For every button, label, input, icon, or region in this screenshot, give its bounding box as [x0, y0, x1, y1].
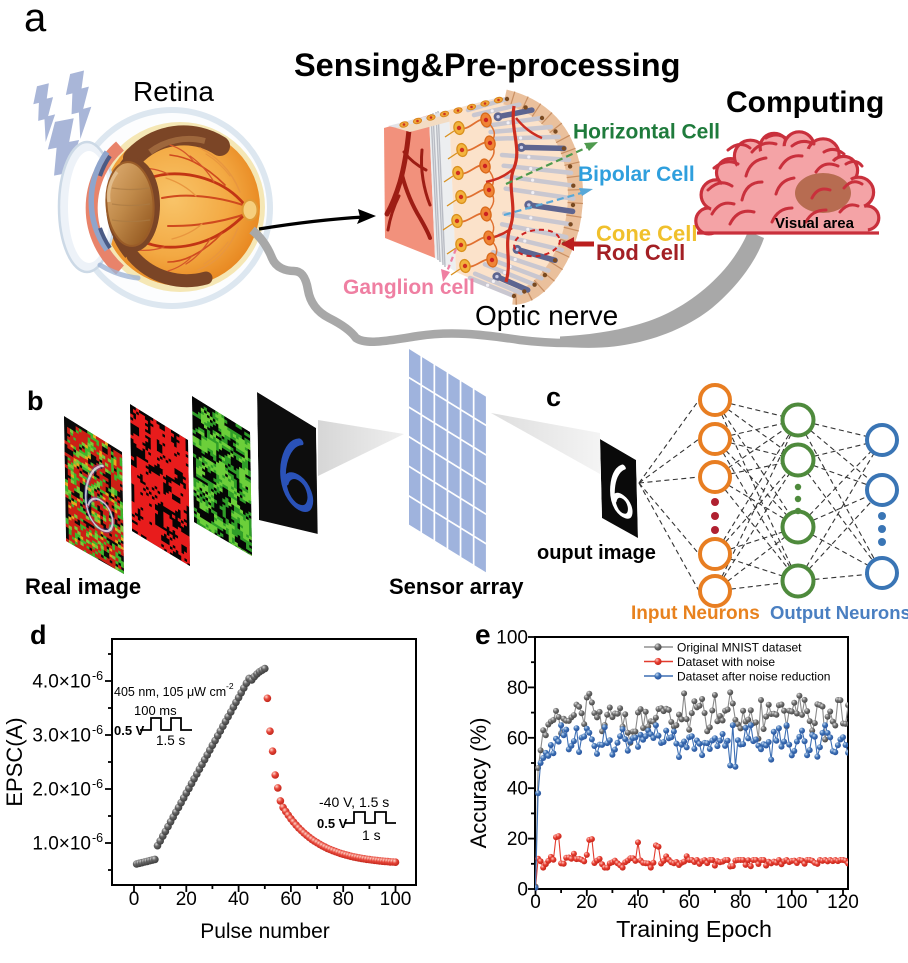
svg-text:80: 80	[730, 892, 751, 913]
svg-text:40: 40	[627, 892, 648, 913]
svg-text:Input Neurons: Input Neurons	[631, 603, 760, 624]
svg-text:40: 40	[228, 889, 249, 910]
svg-text:Retina: Retina	[133, 76, 214, 107]
svg-text:3.0×10: 3.0×10	[32, 726, 91, 747]
svg-text:Optic nerve: Optic nerve	[475, 300, 618, 331]
svg-text:20: 20	[176, 889, 197, 910]
svg-text:Ganglion cell: Ganglion cell	[343, 276, 475, 299]
svg-text:120: 120	[827, 892, 859, 913]
svg-text:Computing: Computing	[726, 86, 884, 119]
svg-text:-2: -2	[226, 681, 234, 691]
svg-text:100: 100	[380, 889, 412, 910]
svg-text:EPSC(A): EPSC(A)	[2, 717, 27, 806]
svg-text:Visual area: Visual area	[775, 215, 855, 232]
svg-text:0.5 V: 0.5 V	[114, 723, 145, 738]
svg-text:60: 60	[507, 728, 528, 749]
svg-text:Pulse number: Pulse number	[200, 920, 330, 943]
svg-text:0: 0	[129, 889, 140, 910]
svg-text:Dataset after noise reduction: Dataset after noise reduction	[677, 670, 830, 684]
svg-text:100 ms: 100 ms	[134, 703, 177, 718]
svg-text:Real image: Real image	[25, 574, 141, 599]
svg-text:-6: -6	[92, 723, 103, 737]
svg-text:100: 100	[776, 892, 808, 913]
svg-text:b: b	[27, 386, 44, 416]
svg-text:Training Epoch: Training Epoch	[616, 916, 772, 942]
svg-text:a: a	[24, 0, 47, 40]
svg-text:Sensing&Pre-processing: Sensing&Pre-processing	[294, 47, 681, 83]
svg-text:1.5 s: 1.5 s	[156, 733, 186, 748]
svg-text:100: 100	[496, 628, 528, 649]
svg-text:60: 60	[679, 892, 700, 913]
svg-text:Output Neurons: Output Neurons	[770, 602, 908, 623]
svg-text:80: 80	[507, 678, 528, 699]
svg-text:Rod Cell: Rod Cell	[596, 240, 685, 265]
svg-text:-6: -6	[92, 669, 103, 683]
svg-text:-40 V, 1.5 s: -40 V, 1.5 s	[319, 794, 389, 810]
svg-text:40: 40	[507, 779, 528, 800]
svg-text:0.5 V: 0.5 V	[317, 816, 348, 831]
svg-text:-6: -6	[92, 831, 103, 845]
svg-text:0: 0	[517, 880, 528, 901]
svg-text:1 s: 1 s	[362, 827, 381, 843]
svg-text:Cone Cell: Cone Cell	[596, 221, 697, 246]
svg-text:20: 20	[576, 892, 597, 913]
svg-text:60: 60	[280, 889, 301, 910]
svg-text:0: 0	[530, 892, 541, 913]
svg-text:Dataset with noise: Dataset with noise	[677, 655, 775, 669]
svg-text:20: 20	[507, 829, 528, 850]
svg-text:-6: -6	[92, 777, 103, 791]
svg-text:Original MNIST dataset: Original MNIST dataset	[677, 641, 802, 655]
svg-text:c: c	[546, 382, 561, 412]
svg-text:Bipolar Cell: Bipolar Cell	[578, 163, 695, 186]
svg-text:d: d	[30, 620, 47, 650]
svg-text:Accuracy (%): Accuracy (%)	[466, 718, 491, 849]
svg-text:1.0×10: 1.0×10	[32, 834, 91, 855]
svg-text:Sensor array: Sensor array	[389, 574, 524, 599]
svg-text:Horizontal Cell: Horizontal Cell	[573, 121, 720, 144]
svg-text:ouput image: ouput image	[537, 542, 656, 564]
svg-text:2.0×10: 2.0×10	[32, 780, 91, 801]
svg-text:4.0×10: 4.0×10	[32, 672, 91, 693]
svg-text:80: 80	[333, 889, 354, 910]
svg-text:e: e	[475, 619, 491, 650]
svg-text:405 nm, 105 μW cm: 405 nm, 105 μW cm	[114, 685, 226, 699]
